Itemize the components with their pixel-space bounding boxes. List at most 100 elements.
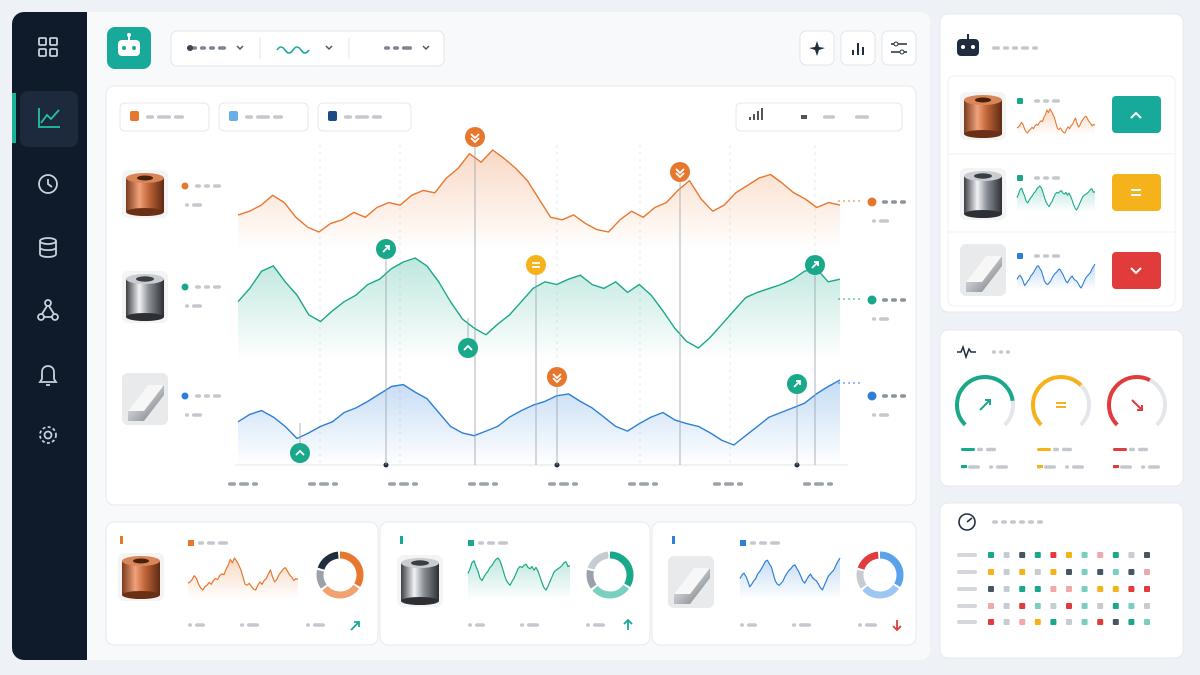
active-indicator [12,93,16,143]
text-placeholder [185,413,189,417]
text-placeholder [872,317,876,321]
area [1017,186,1095,212]
text-placeholder [652,482,658,486]
line-style-icon [276,46,310,54]
heat-cell [1097,552,1104,558]
text-placeholder [823,115,835,119]
heat-cell [1112,569,1119,575]
text-placeholder [1021,46,1029,50]
pin-glyph [532,262,540,268]
text-placeholder [239,482,249,486]
heat-cell [1034,619,1041,625]
text-placeholder [770,541,780,545]
line [1016,108,1096,134]
assistant-button[interactable] [107,27,151,69]
bars-icon [761,108,763,120]
sidebar [12,12,102,660]
heat-cell [988,569,994,575]
signal-pin[interactable] [458,338,478,358]
text-placeholder [1053,447,1059,452]
text-placeholder [478,541,484,545]
donut-segment [586,551,634,599]
text-placeholder [799,623,811,627]
heat-cell [1003,586,1010,592]
toolbar-actions [799,30,917,66]
heat-cell [1003,569,1010,575]
text-placeholder [228,482,236,486]
text-placeholder [520,623,524,627]
text-placeholder [572,482,578,486]
heat-cell [1050,569,1057,575]
nav-chart[interactable] [38,108,60,128]
text-placeholder [252,482,258,486]
line [187,557,299,591]
text-placeholder [989,465,993,469]
text-placeholder [1001,520,1007,524]
text-placeholder [1032,46,1038,50]
text-placeholder [188,623,192,627]
text-placeholder [1037,520,1043,524]
silver-thumbnail [668,556,714,608]
nav-network[interactable] [37,299,59,321]
clock-icon [958,513,976,531]
text-placeholder [198,541,204,545]
line [739,557,841,591]
tag [400,536,403,544]
text-placeholder [372,115,382,119]
row-label [957,570,977,574]
text-placeholder [245,115,253,119]
heat-cell [1144,569,1150,575]
heat-cell [1128,552,1135,558]
line [237,149,841,233]
copper-thumbnail [960,92,1006,140]
heat-cell [1097,586,1104,592]
donut-segment [586,551,634,599]
end-dot [867,391,877,401]
heat-cell [1066,552,1072,558]
nav-grid[interactable] [38,37,58,57]
text-placeholder [1120,465,1132,469]
text-placeholder [1043,99,1049,103]
text-placeholder [157,115,171,119]
text-placeholder [891,394,897,398]
text-placeholder [146,115,154,119]
sell-button[interactable] [1112,252,1161,289]
hold-button[interactable] [1112,174,1161,211]
text-placeholder [750,541,756,545]
row-label [957,620,977,624]
text-placeholder [185,304,189,308]
heat-cell [1050,552,1057,558]
text-placeholder [195,285,201,289]
donut-segment [316,551,364,599]
text-placeholder [977,447,983,452]
legend-swatch [229,111,238,121]
heat-cell [1112,603,1119,609]
nav-database[interactable] [39,237,57,258]
heat-cell [1097,603,1104,609]
signal-pin[interactable] [526,255,546,275]
text-placeholder [639,482,649,486]
text-placeholder [487,541,495,545]
nav-item-active[interactable] [20,91,78,147]
text-placeholder [900,298,906,302]
tag [672,536,675,544]
action-filters[interactable] [881,30,917,66]
nav-settings[interactable] [39,426,57,444]
text-placeholder [900,200,906,204]
nav-history[interactable] [38,174,58,194]
text-placeholder [1138,447,1148,452]
text-placeholder [882,394,888,398]
heat-cell [1050,603,1057,609]
signal-pin[interactable] [290,443,310,463]
heat-cell [1097,619,1104,625]
chart-options[interactable] [735,102,903,132]
gauge-bar [1113,448,1127,451]
nav-alerts[interactable] [38,365,58,386]
text-placeholder [475,623,485,627]
chart-card [105,85,917,506]
tag [1017,175,1023,181]
text-placeholder [204,285,210,289]
toolbar-dropdowns[interactable] [170,30,445,67]
bot-icon [957,34,979,56]
text-placeholder [724,482,734,486]
